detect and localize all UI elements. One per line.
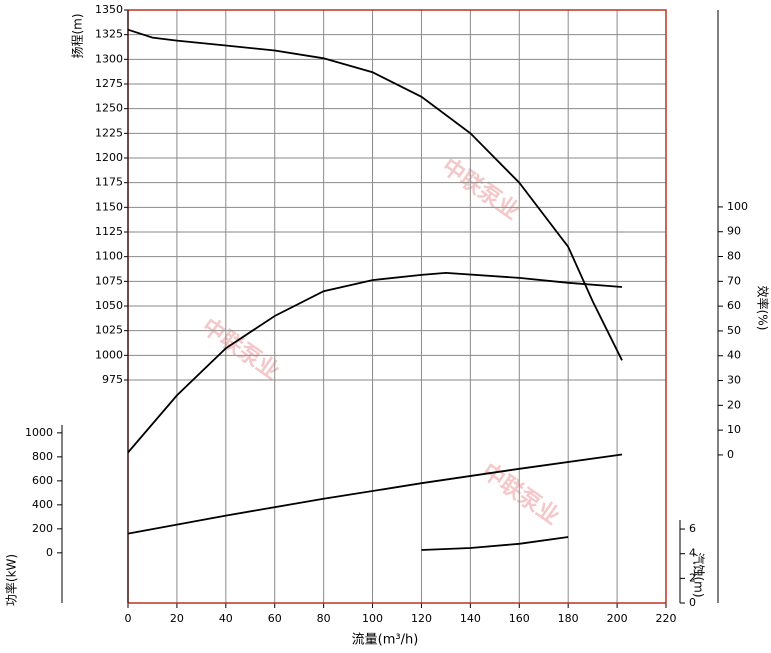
x-tick-label: 0	[125, 612, 132, 625]
y4-tick-label: 4	[689, 547, 696, 560]
y-tick-label: 975	[102, 373, 123, 386]
y-tick-label: 1325	[95, 28, 123, 41]
x-axis-label: 流量(m³/h)	[352, 633, 419, 648]
y2-axis-label: 效率(%)	[756, 286, 771, 331]
y-tick-label: 1100	[95, 250, 123, 263]
y2-tick-label: 10	[727, 423, 741, 436]
y2-tick-label: 90	[727, 225, 741, 238]
y-tick-label: 1150	[95, 200, 123, 213]
watermark: 中联泵业	[197, 314, 283, 385]
y-tick-label: 1025	[95, 324, 123, 337]
x-tick-label: 220	[656, 612, 677, 625]
y3-axis-label: 功率(kW)	[4, 554, 19, 606]
x-tick-label: 80	[317, 612, 331, 625]
x-tick-label: 180	[558, 612, 579, 625]
y3-tick-label: 600	[32, 474, 53, 487]
curve	[127, 28, 623, 361]
y-axis-label: 扬程(m)	[70, 13, 85, 58]
y-tick-label: 1125	[95, 225, 123, 238]
y-tick-label: 1225	[95, 126, 123, 139]
y-tick-label: 1175	[95, 176, 123, 189]
y2-tick-label: 20	[727, 398, 741, 411]
y3-tick-label: 1000	[25, 426, 53, 439]
y4-axis-label: 汽蚀(m)	[692, 552, 707, 597]
y2-tick-label: 40	[727, 349, 741, 362]
curve	[421, 536, 569, 551]
y-tick-label: 1250	[95, 102, 123, 115]
y-tick-label: 1075	[95, 274, 123, 287]
x-tick-label: 120	[411, 612, 432, 625]
x-tick-label: 60	[268, 612, 282, 625]
x-tick-label: 100	[362, 612, 383, 625]
x-tick-label: 40	[219, 612, 233, 625]
watermark: 中联泵业	[437, 154, 523, 225]
y4-tick-label: 2	[689, 571, 696, 584]
watermark: 中联泵业	[477, 459, 563, 530]
y4-tick-label: 0	[689, 596, 696, 609]
x-tick-label: 20	[170, 612, 184, 625]
watermarks: 中联泵业 中联泵业 中联泵业	[197, 154, 563, 530]
y-tick-label: 1300	[95, 52, 123, 65]
x-tick-label: 200	[607, 612, 628, 625]
curve	[127, 453, 623, 535]
y2-tick-label: 0	[727, 448, 734, 461]
y3-tick-label: 400	[32, 498, 53, 511]
x-tick-label: 160	[509, 612, 530, 625]
y2-tick-label: 80	[727, 250, 741, 263]
y-tick-label: 1350	[95, 3, 123, 16]
x-tick-label: 140	[460, 612, 481, 625]
y3-tick-label: 800	[32, 450, 53, 463]
y-tick-label: 1275	[95, 77, 123, 90]
y-tick-label: 1200	[95, 151, 123, 164]
y3-tick-label: 200	[32, 522, 53, 535]
y2-tick-label: 70	[727, 274, 741, 287]
curve	[127, 271, 623, 454]
y4-tick-label: 6	[689, 522, 696, 535]
y-tick-label: 1050	[95, 299, 123, 312]
y2-tick-label: 50	[727, 324, 741, 337]
y2-tick-label: 60	[727, 299, 741, 312]
y-tick-label: 1000	[95, 348, 123, 361]
y2-tick-label: 30	[727, 374, 741, 387]
y2-tick-label: 100	[727, 200, 748, 213]
y3-tick-label: 0	[46, 546, 53, 559]
